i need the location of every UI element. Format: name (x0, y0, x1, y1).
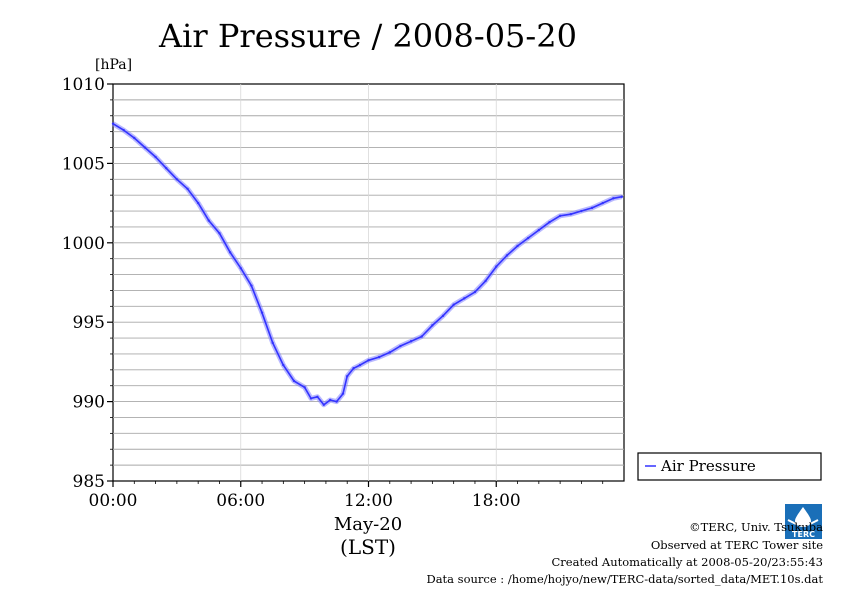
water-drop-icon (795, 507, 811, 527)
data-point (322, 403, 325, 406)
data-point (601, 201, 604, 205)
data-point (441, 314, 445, 318)
y-tick-label: 995 (73, 313, 105, 333)
legend-label: Air Pressure (660, 457, 756, 475)
x-axis-timezone-label: (LST) (340, 535, 396, 559)
data-point (377, 355, 381, 359)
copyright-text: ©TERC, Univ. Tsukuba (689, 520, 823, 534)
data-point (316, 395, 319, 399)
data-point (473, 290, 477, 294)
data-point (612, 197, 615, 200)
x-tick-label: 18:00 (472, 491, 521, 511)
data-point (452, 303, 455, 306)
data-point (346, 374, 349, 378)
data-point (420, 335, 423, 338)
data-point (388, 351, 391, 354)
y-axis-unit-label: [hPa] (95, 57, 132, 73)
data-point (282, 363, 285, 367)
created-timestamp-text: Created Automatically at 2008-05-20/23:5… (552, 555, 824, 569)
data-point (292, 379, 296, 383)
data-point (196, 201, 200, 205)
series-group (111, 121, 624, 408)
grid-lines (113, 84, 624, 481)
y-tick-label: 1010 (62, 75, 105, 95)
data-point (133, 136, 136, 140)
data-point (207, 219, 211, 222)
data-point (484, 279, 487, 283)
data-point (260, 311, 264, 314)
data-point (505, 254, 509, 257)
data-source-text: Data source : /home/hojyo/new/TERC-data/… (426, 572, 823, 586)
data-point (186, 187, 189, 191)
data-point (228, 251, 232, 254)
logo-text: TERC (792, 530, 815, 539)
data-point (526, 236, 530, 240)
data-point (341, 392, 345, 395)
y-tick-label: 1000 (62, 234, 105, 254)
data-point (495, 265, 498, 268)
data-point (303, 386, 306, 389)
data-point (111, 122, 115, 125)
data-point (537, 228, 541, 232)
data-point (399, 344, 402, 348)
data-point (590, 206, 594, 210)
data-point (558, 214, 562, 218)
observation-site-text: Observed at TERC Tower site (651, 538, 823, 552)
data-point (309, 397, 313, 400)
y-axis-ticks: 985 990 995 1000 1005 1010 (62, 75, 113, 492)
x-tick-label: 00:00 (89, 491, 138, 511)
data-point (431, 324, 434, 327)
data-point (122, 128, 125, 132)
data-point (175, 178, 179, 181)
data-point (143, 146, 147, 149)
data-point (250, 284, 253, 287)
data-point (239, 267, 242, 270)
x-axis-ticks: 00:00 06:00 12:00 18:00 (89, 481, 604, 511)
data-point (328, 398, 332, 402)
data-point (548, 220, 551, 224)
data-point (463, 297, 466, 300)
data-point (352, 367, 355, 370)
data-point (367, 359, 370, 362)
chart-title: Air Pressure / 2008-05-20 (158, 17, 577, 55)
data-point (154, 155, 157, 159)
y-tick-label: 990 (73, 393, 105, 413)
data-point (358, 363, 362, 367)
logo-wings-icon (787, 519, 819, 525)
y-tick-label: 985 (73, 472, 105, 492)
data-point (620, 195, 624, 198)
data-point (516, 244, 519, 248)
data-point (569, 213, 572, 216)
data-point (218, 232, 221, 235)
y-tick-label: 1005 (62, 154, 105, 174)
data-point (165, 166, 168, 170)
legend: Air Pressure (637, 452, 822, 481)
legend-box (637, 452, 822, 481)
data-point (409, 340, 413, 343)
terc-logo: TERC (785, 504, 822, 539)
data-point (335, 400, 338, 403)
data-point (580, 209, 583, 213)
data-point (271, 341, 274, 345)
x-axis-date-label: May-20 (334, 514, 402, 535)
x-tick-label: 12:00 (344, 491, 393, 511)
x-tick-label: 06:00 (216, 491, 265, 511)
